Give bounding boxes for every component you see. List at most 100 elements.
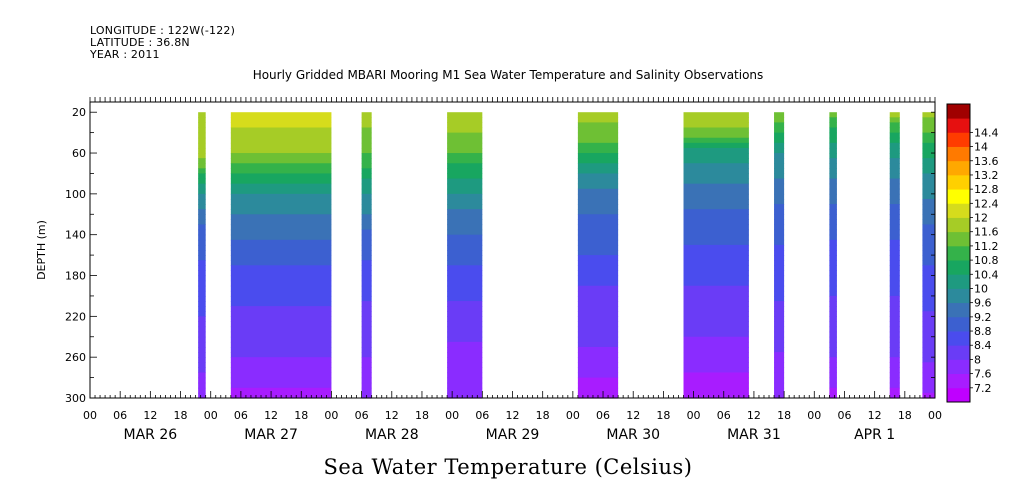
data-cell [774, 239, 785, 246]
data-cell [361, 321, 372, 328]
top-hour-ticks [89, 97, 936, 102]
x-tick-label: 12 [868, 409, 882, 422]
data-cell [889, 137, 900, 144]
data-cell [447, 132, 483, 139]
data-cell [361, 275, 372, 282]
data-cell [683, 321, 749, 328]
x-day-label: MAR 29 [486, 427, 540, 443]
data-cell [230, 153, 332, 159]
y-tick-label: 20 [72, 106, 86, 119]
colorbar-swatch [947, 288, 970, 304]
data-cell [774, 250, 785, 256]
data-cell [889, 275, 900, 282]
data-cell [683, 112, 749, 118]
data-cell [361, 188, 372, 195]
data-cell [829, 239, 837, 246]
x-tick-label: 06 [596, 409, 610, 422]
data-cell [198, 357, 206, 363]
colorbar-swatch [947, 260, 970, 275]
plot-frame [89, 101, 936, 399]
data-cell [447, 265, 483, 272]
data-cell [829, 275, 837, 282]
y-axis-ticks: 20 60 100 140 180 220 260 300 [65, 106, 935, 405]
data-cell [361, 372, 372, 379]
data-cell [889, 295, 900, 302]
data-cell [230, 295, 332, 302]
colorbar-frame [946, 103, 971, 403]
data-cell [683, 255, 749, 261]
data-cell [683, 122, 749, 129]
data-cell [889, 214, 900, 220]
colorbar-label: 11.6 [974, 226, 999, 239]
y-tick-label: 260 [65, 351, 86, 364]
data-cell [361, 336, 372, 343]
data-cell [829, 244, 837, 251]
data-cell [774, 367, 785, 374]
data-cell [774, 275, 785, 282]
colorbar-label: 14 [974, 141, 988, 154]
data-cell [829, 255, 837, 261]
data-cell [922, 372, 935, 379]
data-cell [447, 331, 483, 338]
data-cell [889, 367, 900, 374]
data-cell [922, 244, 935, 251]
data-cell [230, 357, 332, 363]
data-cell [198, 367, 206, 374]
colorbar-swatch [947, 387, 970, 403]
data-cell [447, 188, 483, 195]
data-cell [230, 362, 332, 368]
data-cell [577, 204, 619, 210]
data-cell [361, 214, 372, 220]
data-cell [829, 362, 837, 368]
data-cell [230, 321, 332, 328]
data-cell [361, 112, 372, 118]
data-cell [198, 244, 206, 251]
data-cell [683, 270, 749, 277]
data-cell [230, 260, 332, 266]
data-cell [683, 265, 749, 272]
colorbar-swatch [947, 203, 970, 218]
data-cell [577, 265, 619, 272]
data-cell [577, 168, 619, 175]
data-cell [922, 290, 935, 297]
data-cell [230, 265, 332, 272]
data-cell [829, 346, 837, 353]
colorbar-swatch [947, 231, 970, 247]
data-cell [230, 178, 332, 185]
data-cell [889, 382, 900, 389]
data-cell [230, 372, 332, 379]
data-cell [361, 209, 372, 215]
data-cell [230, 239, 332, 246]
data-cell [447, 352, 483, 358]
colorbar-label: 10.4 [974, 268, 999, 281]
data-cell [829, 193, 837, 200]
data-cell [829, 132, 837, 139]
data-cell [198, 173, 206, 180]
data-cell [361, 137, 372, 144]
data-cell [829, 198, 837, 205]
data-cell [829, 290, 837, 297]
data-cell [922, 260, 935, 266]
data-cell [447, 198, 483, 205]
data-cell [230, 158, 332, 164]
data-cell [577, 193, 619, 200]
data-cell [447, 275, 483, 282]
data-cell [889, 234, 900, 241]
data-cell [198, 132, 206, 139]
data-cell [198, 219, 206, 226]
x-tick-label: 12 [626, 409, 640, 422]
data-cell [922, 321, 935, 328]
data-cell [198, 362, 206, 368]
data-cell [683, 214, 749, 220]
data-cell [577, 198, 619, 205]
data-cell [230, 117, 332, 124]
data-cell [577, 295, 619, 302]
data-cell [683, 224, 749, 231]
data-cell [829, 336, 837, 343]
data-cell [774, 372, 785, 379]
data-cell [889, 372, 900, 379]
data-cell [922, 306, 935, 312]
data-cell [361, 132, 372, 139]
data-cell [774, 387, 785, 394]
